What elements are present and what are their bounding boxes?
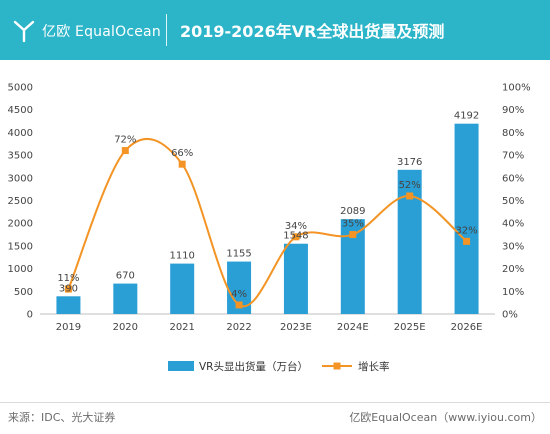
growth-rate-marker xyxy=(235,301,243,309)
bar-value-label: 670 xyxy=(116,271,135,282)
growth-rate-marker xyxy=(406,192,414,200)
bar-value-label: 1110 xyxy=(169,251,194,262)
combo-chart: 0 500 1000 1500 2000 2500 3000 3500 4000 4500 5000… xyxy=(8,83,531,374)
legend-line-label: 增长率 xyxy=(358,360,390,373)
y-right-tick-label: 30% xyxy=(502,241,524,252)
growth-rate-marker xyxy=(463,237,471,245)
bar-value-label: 4192 xyxy=(454,111,479,122)
logo: 亿欧 EqualOcean xyxy=(12,18,161,44)
x-tick-label: 2019 xyxy=(56,322,81,333)
y-right-tick-label: 10% xyxy=(502,287,524,298)
bar xyxy=(170,263,195,314)
x-tick-label: 2021 xyxy=(169,322,194,333)
growth-rate-label: 35% xyxy=(342,219,364,230)
bar xyxy=(283,243,308,314)
bar xyxy=(454,123,479,314)
bar-value-label: 390 xyxy=(59,283,78,294)
x-tick-label: 2024E xyxy=(337,322,369,333)
y-right-tick-label: 80% xyxy=(502,128,524,139)
x-tick-label: 2022 xyxy=(226,322,251,333)
growth-rate-label: 32% xyxy=(455,225,477,236)
y-left-tick-label: 2500 xyxy=(8,196,33,207)
page-title: 2019-2026年VR全球出货量及预测 xyxy=(180,22,445,41)
y-left-tick-label: 1500 xyxy=(8,241,33,252)
growth-rate-marker xyxy=(292,233,300,241)
equalocean-logo-icon xyxy=(13,20,35,43)
growth-rate-label: 52% xyxy=(399,180,421,191)
footer-divider xyxy=(0,402,550,403)
y-right-tick-label: 60% xyxy=(502,173,524,184)
y-left-tick-label: 500 xyxy=(14,287,33,298)
y-left-tick-label: 3000 xyxy=(8,173,33,184)
source-note: 来源：IDC、光大证券 xyxy=(8,411,116,424)
bar xyxy=(113,283,138,314)
x-tick-label: 2026E xyxy=(451,322,483,333)
logo-text: 亿欧 EqualOcean xyxy=(42,24,161,40)
y-right-tick-label: 0% xyxy=(502,310,518,321)
brand-note: 亿欧EqualOcean（www.iyiou.com） xyxy=(349,411,542,424)
bar xyxy=(56,296,81,314)
y-right-tick-label: 100% xyxy=(502,83,531,94)
y-left-tick-label: 5000 xyxy=(8,83,33,94)
y-left-tick-label: 1000 xyxy=(8,264,33,275)
bar-value-label: 1155 xyxy=(226,249,251,260)
header-banner: 亿欧 EqualOcean 2019-2026年VR全球出货量及预测 xyxy=(0,0,550,60)
x-tick-label: 2020 xyxy=(113,322,138,333)
y-left-tick-label: 4500 xyxy=(8,105,33,116)
x-tick-label: 2025E xyxy=(394,322,426,333)
y-right-tick-label: 40% xyxy=(502,219,524,230)
x-tick-label: 2023E xyxy=(280,322,312,333)
y-right-tick-label: 50% xyxy=(502,196,524,207)
y-left-tick-label: 0 xyxy=(27,310,33,321)
growth-rate-label: 34% xyxy=(285,221,307,232)
bar xyxy=(397,169,422,314)
growth-rate-marker xyxy=(64,285,72,293)
growth-rate-marker xyxy=(178,160,186,168)
bar-value-label: 2089 xyxy=(340,206,365,217)
legend-line-marker xyxy=(333,362,341,370)
y-right-tick-label: 20% xyxy=(502,264,524,275)
y-right-tick-label: 90% xyxy=(502,105,524,116)
growth-rate-label: 72% xyxy=(114,135,136,146)
bar-value-label: 1548 xyxy=(283,231,308,242)
growth-rate-marker xyxy=(121,147,129,155)
bar-value-label: 3176 xyxy=(397,157,422,168)
growth-rate-label: 66% xyxy=(171,148,193,159)
header-divider xyxy=(166,14,167,46)
legend-bar-swatch xyxy=(168,361,194,371)
growth-rate-label: 11% xyxy=(57,273,79,284)
growth-rate-label: 4% xyxy=(231,289,247,300)
y-left-tick-label: 2000 xyxy=(8,219,33,230)
growth-rate-marker xyxy=(349,231,357,239)
legend-bar-label: VR头显出货量（万台） xyxy=(199,360,308,373)
y-left-tick-label: 3500 xyxy=(8,151,33,162)
y-left-tick-label: 4000 xyxy=(8,128,33,139)
y-right-tick-label: 70% xyxy=(502,151,524,162)
